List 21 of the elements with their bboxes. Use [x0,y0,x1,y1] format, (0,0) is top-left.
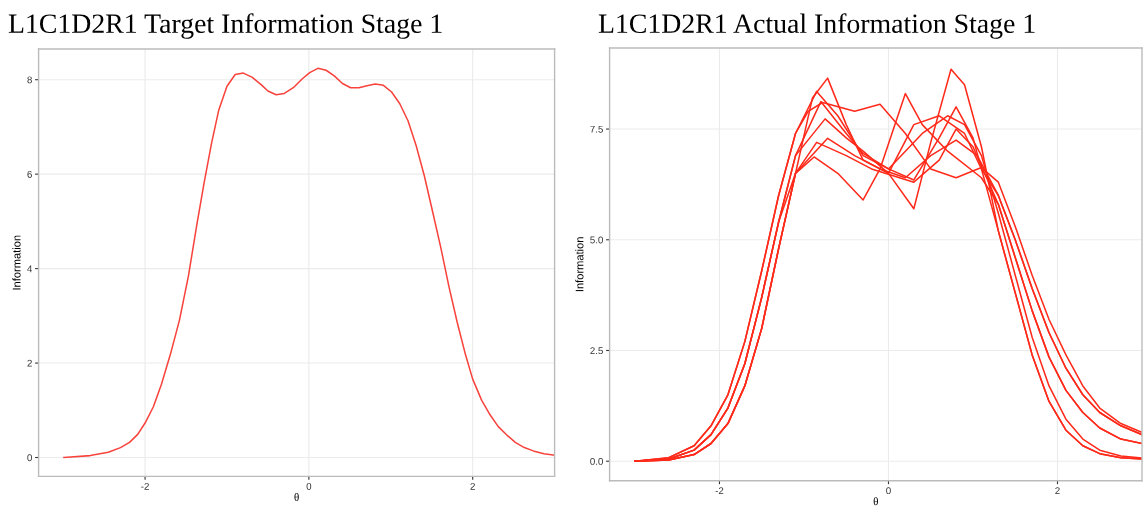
y-tick-label: 2 [27,359,32,367]
x-tick-label: -2 [715,487,724,494]
x-tick-label: 0 [306,482,312,490]
y-axis-title: Information [575,237,584,292]
x-axis-title: θ [873,497,878,506]
y-tick-label: 8 [27,76,32,84]
y-tick-label: 7.5 [590,125,603,133]
chart-title: L1C1D2R1 Actual Information Stage 1 [598,13,1035,39]
y-tick-label: 5.0 [590,236,603,244]
x-tick-label: 0 [886,487,891,495]
x-axis-title: θ [294,493,299,501]
y-axis-title: Information [12,235,21,290]
y-tick-label: 6 [27,170,32,178]
y-tick-label: 0 [27,454,32,462]
y-tick-label: 4 [27,265,33,273]
y-tick-label: 0.0 [590,457,603,465]
x-tick-label: -2 [141,482,149,490]
chart-title: L1C1D2R1 Target Information Stage 1 [8,13,442,39]
y-tick-label: 2.5 [590,347,603,355]
x-tick-label: 2 [470,482,475,490]
x-tick-label: 2 [1055,487,1060,494]
